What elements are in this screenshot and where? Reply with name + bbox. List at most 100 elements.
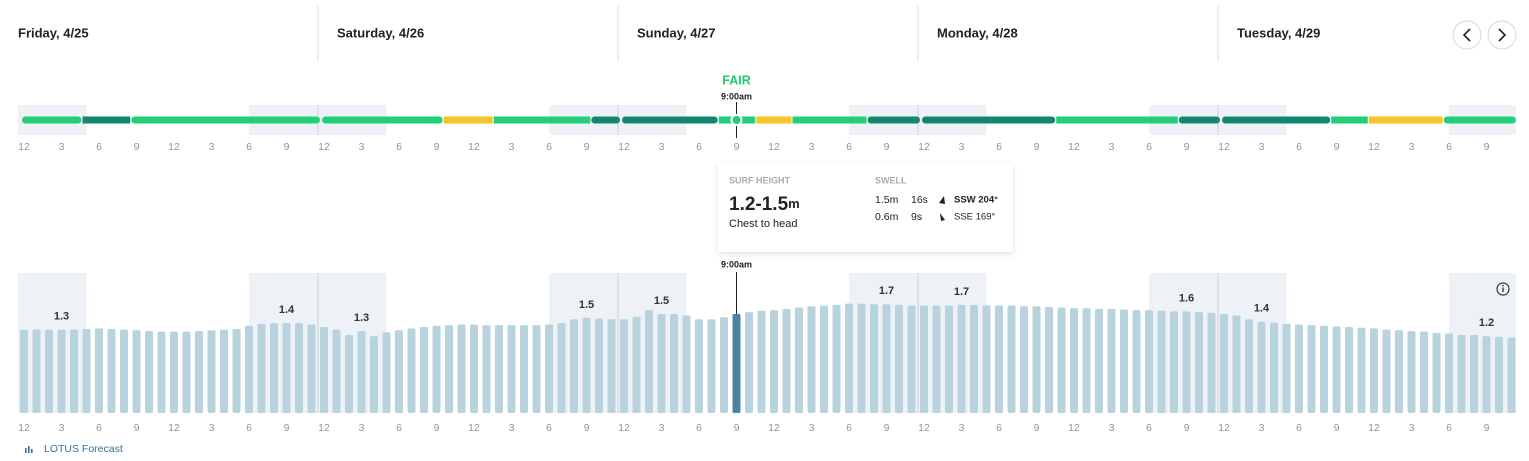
bar-annotation: 1.5: [654, 295, 669, 307]
hour-tick-label: 9: [1184, 141, 1190, 153]
surf-bar: [1132, 310, 1141, 413]
swell-height: 1.5m: [875, 194, 899, 206]
surf-bar: [1320, 325, 1328, 413]
swell-direction: SSE 169°: [954, 212, 995, 223]
surf-bar: [420, 327, 428, 413]
hour-tick-label: 3: [59, 422, 65, 434]
surf-bar: [707, 319, 716, 413]
day-header: Monday, 4/28: [937, 25, 1018, 40]
hour-tick-label: 12: [1368, 422, 1380, 434]
hour-tick-label: 9: [1484, 141, 1490, 153]
surf-bar: [1295, 324, 1303, 413]
bar-annotation: 1.4: [1254, 303, 1270, 315]
height: 1.2-1.5: [729, 194, 789, 215]
surf-bar: [207, 330, 216, 413]
hour-tick-label: 3: [1259, 422, 1265, 434]
hour-tick-label: 6: [846, 141, 852, 153]
rating-dot: [730, 114, 743, 126]
surf-bar: [45, 329, 53, 413]
hour-tick-label: 12: [618, 422, 630, 434]
surf-bar: [545, 324, 553, 413]
surf-bar: [232, 329, 241, 413]
bar-annotation: 1.6: [1179, 292, 1194, 304]
surf-bar: [932, 305, 941, 413]
surf-bar: [820, 305, 828, 413]
nav-prev[interactable]: [1452, 20, 1482, 50]
hour-tick-label: 12: [1068, 422, 1080, 434]
surf-bar: [495, 325, 503, 413]
rating-segment: [131, 116, 320, 124]
rating-segment: [756, 116, 792, 124]
surf-bar: [1432, 332, 1441, 413]
hour-tick-label: 6: [1296, 422, 1302, 434]
lotus-icon: [25, 446, 33, 453]
hour-tick-label: 9: [584, 422, 590, 434]
surf-bar: [332, 329, 341, 413]
surf-bar: [170, 331, 178, 413]
surf-bar: [1482, 336, 1491, 413]
bar-annotation: 1.5: [579, 299, 594, 311]
hour-tick-label: 3: [809, 141, 815, 153]
hour-tick-label: 9: [734, 422, 740, 434]
tooltip-height: 1.2-1.5m: [729, 194, 800, 215]
surf-bar: [595, 318, 603, 413]
surf-bar: [1082, 308, 1091, 413]
hour-tick-label: 9: [1484, 422, 1490, 434]
surf-bar: [1095, 308, 1103, 413]
surf-bar: [632, 316, 641, 413]
surf-bar: [1445, 333, 1453, 413]
bar-annotation: 1.3: [354, 312, 369, 324]
surf-bar: [857, 303, 866, 413]
surf-bar: [1507, 337, 1516, 413]
rating-label: FAIR: [722, 73, 750, 87]
surf-bar: [457, 324, 466, 413]
rating-segment: [493, 116, 591, 124]
surf-bar: [757, 310, 766, 413]
hour-tick-label: 12: [318, 141, 330, 153]
surf-bar: [557, 323, 566, 413]
surf-bar: [357, 330, 366, 413]
hour-tick-label: 12: [468, 422, 480, 434]
swell-arrow: [939, 196, 945, 204]
surf-bar: [382, 332, 391, 413]
surf-bar: [82, 329, 91, 413]
footer-label: LOTUS Forecast: [44, 443, 123, 455]
rating-segment: [622, 116, 718, 124]
hour-tick-label: 9: [1034, 422, 1040, 434]
hour-tick-label: 12: [18, 141, 30, 153]
hour-tick-label: 9: [284, 422, 290, 434]
info-icon[interactable]: [1496, 282, 1510, 296]
surf-bar: [507, 325, 516, 413]
hour-tick-label: 12: [468, 141, 480, 153]
surf-bar: [970, 304, 978, 413]
surf-bar: [1070, 308, 1078, 413]
surf-bar: [657, 314, 666, 413]
bar-annotation: 1.7: [954, 286, 969, 298]
hour-tick-label: 3: [1109, 141, 1115, 153]
surf-bar: [120, 329, 128, 413]
surf-bar: [832, 304, 841, 413]
surf-bar: [1045, 306, 1053, 413]
surf-bar: [795, 307, 803, 413]
tooltip-surf-title: SURF HEIGHT: [729, 175, 791, 185]
rating-segment: [1178, 116, 1220, 124]
rating-segment: [1056, 116, 1178, 124]
rating-segment: [1222, 116, 1331, 124]
surf-bar: [1257, 321, 1266, 413]
surf-bar: [1220, 314, 1228, 413]
surf-bar: [982, 305, 991, 413]
surf-bar: [907, 305, 916, 413]
surf-bar: [220, 329, 228, 413]
hour-tick-label: 9: [1034, 141, 1040, 153]
hour-tick-label: 3: [509, 422, 515, 434]
rating-segment: [1368, 116, 1443, 124]
surf-bar: [995, 305, 1003, 413]
surf-bar: [470, 324, 478, 413]
rating-segment: [22, 116, 82, 124]
hour-tick-label: 12: [1218, 141, 1230, 153]
nav-next[interactable]: [1487, 20, 1517, 50]
surf-bar: [520, 325, 528, 413]
surf-bar: [1457, 334, 1466, 413]
surf-bar: [845, 303, 853, 413]
surf-bar: [895, 304, 903, 413]
